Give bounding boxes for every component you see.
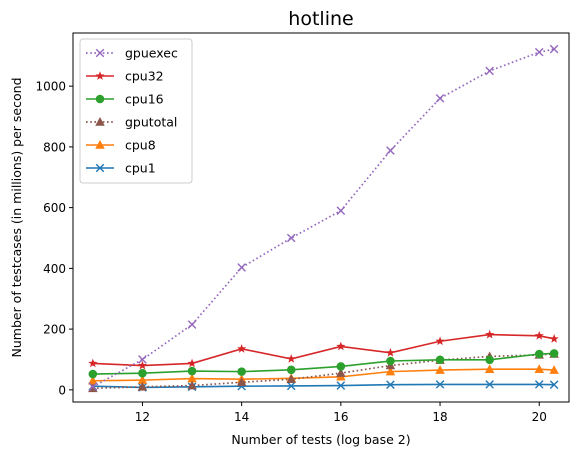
data-point-gputotal bbox=[187, 380, 197, 390]
data-point-gpuexec bbox=[534, 47, 544, 57]
legend-marker-gpuexec bbox=[95, 48, 105, 58]
x-tick-label: 18 bbox=[432, 410, 447, 424]
data-point-cpu8 bbox=[187, 373, 197, 383]
data-point-cpu16 bbox=[237, 367, 246, 376]
data-point-cpu32 bbox=[385, 348, 396, 357]
plot-frame bbox=[72, 32, 570, 403]
y-tick-label: 200 bbox=[43, 323, 66, 337]
data-point-cpu32 bbox=[485, 329, 495, 339]
data-point-cpu32 bbox=[88, 358, 98, 368]
data-point-cpu32 bbox=[137, 360, 148, 370]
series-cpu1 bbox=[88, 380, 559, 392]
y-tick-label: 400 bbox=[43, 262, 66, 276]
legend-item-gpuexec: gpuexec bbox=[86, 46, 178, 61]
data-point-cpu32 bbox=[187, 358, 197, 368]
data-point-gpuexec bbox=[286, 233, 296, 243]
data-point-gpuexec bbox=[485, 66, 494, 76]
data-point-cpu16 bbox=[286, 365, 296, 375]
x-tick-label: 14 bbox=[234, 410, 249, 424]
data-point-cpu16 bbox=[485, 355, 494, 365]
data-point-cpu16 bbox=[534, 349, 544, 359]
legend: gpuexec cpu32 cpu16 gputotal cpu8 cpu1 bbox=[79, 38, 193, 184]
data-point-cpu8 bbox=[88, 375, 98, 385]
plot-area bbox=[88, 44, 559, 393]
data-point-cpu32 bbox=[435, 336, 445, 346]
data-point-cpu1 bbox=[386, 380, 395, 389]
data-point-gputotal bbox=[236, 377, 247, 387]
data-point-gpuexec bbox=[549, 44, 559, 54]
data-point-gputotal bbox=[336, 368, 346, 377]
legend-label-gputotal: gputotal bbox=[125, 115, 177, 130]
series-cpu32 bbox=[88, 329, 559, 370]
data-point-cpu8 bbox=[484, 364, 495, 373]
legend-item-cpu32: cpu32 bbox=[86, 69, 164, 84]
data-point-cpu16 bbox=[435, 355, 445, 365]
data-point-cpu8 bbox=[534, 364, 544, 373]
series-line-cpu32 bbox=[92, 333, 555, 367]
data-point-cpu1 bbox=[286, 381, 296, 391]
legend-item-cpu8: cpu8 bbox=[86, 138, 156, 153]
data-point-cpu16 bbox=[138, 368, 147, 378]
data-point-gpuexec bbox=[386, 146, 395, 155]
legend-label-cpu1: cpu1 bbox=[125, 161, 156, 176]
legend-marker-cpu16 bbox=[95, 94, 105, 104]
data-point-cpu32 bbox=[534, 330, 544, 340]
legend-label-cpu32: cpu32 bbox=[125, 69, 164, 84]
data-point-cpu32 bbox=[549, 334, 559, 343]
data-point-gpuexec bbox=[138, 355, 147, 364]
y-tick-label: 0 bbox=[58, 383, 66, 397]
data-point-cpu16 bbox=[336, 362, 346, 371]
legend-box bbox=[79, 38, 193, 184]
data-point-gpuexec bbox=[187, 320, 197, 329]
data-point-cpu8 bbox=[137, 375, 148, 384]
legend-marker-gputotal bbox=[95, 117, 105, 126]
y-tick-label: 600 bbox=[43, 201, 66, 215]
x-axis-label: Number of tests (log base 2) bbox=[231, 432, 410, 447]
data-point-cpu1 bbox=[435, 380, 445, 389]
data-point-cpu8 bbox=[385, 366, 396, 376]
data-point-cpu16 bbox=[549, 349, 559, 358]
data-point-gputotal bbox=[137, 381, 148, 391]
data-point-cpu16 bbox=[386, 356, 395, 366]
data-point-gputotal bbox=[286, 374, 296, 383]
data-point-cpu32 bbox=[237, 344, 247, 353]
legend-marker-cpu32 bbox=[95, 71, 105, 80]
y-axis-label: Number of testcases (in millions) per se… bbox=[9, 78, 24, 358]
series-line-cpu1 bbox=[92, 383, 555, 389]
legend-item-gputotal: gputotal bbox=[86, 115, 177, 130]
data-point-cpu1 bbox=[534, 380, 544, 389]
x-tick-label: 12 bbox=[135, 410, 150, 424]
legend-marker-cpu8 bbox=[95, 140, 105, 149]
x-axis-ticks: 12 14 16 18 20 bbox=[135, 402, 547, 424]
data-point-cpu8 bbox=[435, 365, 445, 374]
legend-item-cpu16: cpu16 bbox=[86, 92, 164, 107]
data-point-cpu1 bbox=[485, 380, 494, 389]
legend-label-gpuexec: gpuexec bbox=[125, 46, 178, 61]
legend-label-cpu16: cpu16 bbox=[125, 92, 164, 107]
x-tick-label: 16 bbox=[333, 410, 348, 424]
series-cpu16 bbox=[88, 349, 559, 379]
series-gpuexec bbox=[88, 44, 559, 392]
data-point-cpu16 bbox=[88, 369, 98, 379]
data-point-cpu32 bbox=[286, 354, 296, 363]
legend-marker-cpu1 bbox=[95, 163, 105, 173]
data-point-gpuexec bbox=[336, 206, 346, 215]
data-point-cpu8 bbox=[549, 365, 559, 374]
legend-item-cpu1: cpu1 bbox=[86, 161, 156, 176]
data-point-cpu1 bbox=[336, 381, 346, 390]
y-tick-label: 1000 bbox=[35, 80, 66, 94]
legend-label-cpu8: cpu8 bbox=[125, 138, 156, 153]
data-point-cpu1 bbox=[549, 380, 559, 389]
data-point-cpu16 bbox=[187, 366, 197, 376]
y-axis-ticks: 0 200 400 600 800 1000 bbox=[35, 80, 73, 397]
data-point-cpu32 bbox=[336, 341, 346, 351]
data-point-gpuexec bbox=[435, 94, 445, 103]
data-point-gpuexec bbox=[237, 263, 246, 272]
series-line-cpu16 bbox=[92, 352, 555, 375]
x-tick-label: 20 bbox=[532, 410, 547, 424]
y-tick-label: 800 bbox=[43, 140, 66, 154]
data-point-gpuexec bbox=[88, 382, 98, 392]
chart-title: hotline bbox=[288, 8, 353, 30]
